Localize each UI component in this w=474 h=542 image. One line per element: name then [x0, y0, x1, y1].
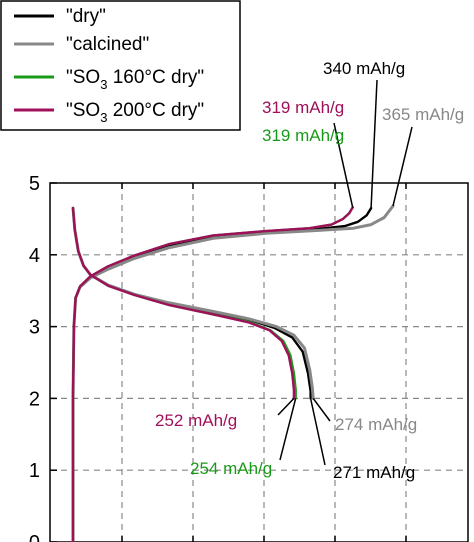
legend-label-1: "calcined" [66, 34, 149, 55]
legend: "dry" "calcined" "SO3 160°C dry" "SO3 200°C… [0, 0, 241, 131]
annotation-6: 274 mAh/g [335, 415, 417, 434]
y-ticks: 0 1 2 3 4 5 [29, 173, 407, 542]
annotations: 340 mAh/g 365 mAh/g 319 mAh/g 319 mAh/g 252 … [155, 59, 464, 482]
y-tick-label-4: 4 [29, 245, 40, 267]
legend-label-0: "dry" [66, 6, 106, 27]
annotation-0: 340 mAh/g [323, 59, 405, 78]
annotation-leader-6 [312, 397, 331, 422]
annotation-leaders [277, 79, 413, 466]
series-1-charge-line [71, 204, 395, 542]
series-3-discharge-line [71, 206, 296, 400]
y-tick-label-5: 5 [29, 173, 40, 195]
y-tick-label-1: 1 [29, 460, 40, 482]
annotation-leader-7 [309, 398, 326, 466]
annotation-2: 319 mAh/g [262, 98, 344, 117]
annotation-1: 365 mAh/g [382, 105, 464, 124]
annotation-leader-2 [333, 122, 354, 208]
series-3-charge-line [71, 206, 354, 542]
annotation-leader-0 [370, 79, 378, 209]
y-tick-label-2: 2 [29, 388, 40, 410]
y-tick-label-0: 0 [29, 532, 40, 542]
series-0-discharge-line [71, 206, 312, 400]
y-tick-label-3: 3 [29, 317, 40, 339]
annotation-leader-4 [277, 397, 295, 416]
plot-frame [49, 182, 469, 542]
annotation-3: 319 mAh/g [262, 126, 344, 145]
annotation-leader-1 [392, 126, 413, 207]
series-2-discharge-line [71, 206, 297, 400]
annotation-7: 271 mAh/g [333, 463, 415, 482]
series-0-charge-line [71, 206, 373, 542]
series-1-discharge-line [71, 206, 315, 400]
annotation-4: 252 mAh/g [155, 411, 237, 430]
grid [50, 183, 468, 542]
legend-label-2: "SO3 160°C dry" [66, 67, 204, 92]
annotation-5: 254 mAh/g [190, 459, 272, 478]
annotation-leader-5 [279, 398, 297, 461]
legend-label-3: "SO3 200°C dry" [66, 100, 204, 125]
curves [71, 204, 395, 542]
